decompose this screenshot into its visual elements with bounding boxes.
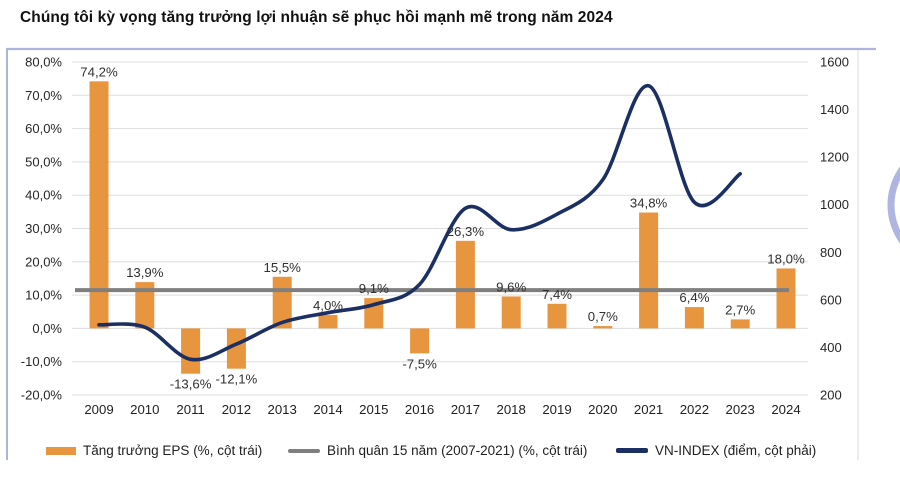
x-axis-year-label: 2011: [176, 402, 204, 417]
x-axis-year-label: 2009: [84, 402, 113, 417]
bar-value-label: 26,3%: [447, 224, 485, 239]
eps-bar-2023: [730, 319, 750, 329]
x-axis-year-label: 2010: [130, 402, 159, 417]
left-axis-tick: 80,0%: [25, 55, 62, 70]
left-axis-tick: 40,0%: [25, 188, 62, 203]
average-line-swatch-icon: [288, 448, 320, 453]
decorative-arc: [887, 166, 900, 244]
x-axis-year-label: 2014: [313, 402, 342, 417]
bar-value-label: 6,4%: [679, 290, 709, 305]
bar-value-label: 4,0%: [313, 298, 343, 313]
x-axis-year-label: 2015: [359, 402, 388, 417]
vnindex-line-swatch-icon: [616, 448, 648, 453]
right-axis-tick: 1400: [820, 102, 849, 117]
bar-value-label: 7,4%: [542, 287, 572, 302]
x-axis-year-label: 2023: [726, 402, 755, 417]
bar-value-label: 18,0%: [767, 251, 805, 266]
bar-value-label: 0,7%: [588, 309, 618, 324]
chart-title: Chúng tôi kỳ vọng tăng trưởng lợi nhuận …: [20, 9, 613, 26]
left-axis-tick: 50,0%: [25, 154, 62, 169]
x-axis-year-label: 2019: [542, 402, 571, 417]
eps-bar-2022: [684, 307, 704, 329]
right-axis-tick: 600: [820, 292, 842, 307]
right-axis-tick: 1200: [820, 150, 849, 165]
right-axis-tick: 1600: [820, 55, 849, 70]
eps-bar-swatch-icon: [46, 446, 76, 455]
x-axis-year-label: 2017: [451, 402, 480, 417]
eps-bar-2016: [410, 328, 430, 354]
bar-value-label: 13,9%: [126, 265, 164, 280]
bar-value-label: 9,1%: [359, 281, 389, 296]
bar-value-label: -13,6%: [170, 377, 212, 392]
left-axis-tick: 10,0%: [25, 288, 62, 303]
x-axis-year-label: 2012: [222, 402, 251, 417]
x-axis-year-label: 2024: [771, 402, 800, 417]
eps-bar-2009: [89, 81, 109, 329]
eps-bar-2024: [776, 268, 796, 329]
left-axis-tick: 30,0%: [25, 221, 62, 236]
eps-bar-2011: [181, 328, 201, 374]
legend-label-average: Bình quân 15 năm (2007-2021) (%, cột trá…: [327, 443, 588, 458]
eps-bar-2012: [226, 328, 246, 369]
legend-item-eps-growth: Tăng trưởng EPS (%, cột trái): [46, 443, 262, 458]
eps-bar-2018: [501, 296, 521, 329]
bar-value-label: 9,6%: [496, 279, 526, 294]
x-axis-year-label: 2016: [405, 402, 434, 417]
right-axis-tick: 400: [820, 340, 842, 355]
left-axis-tick: -10,0%: [21, 354, 63, 369]
right-axis-tick: 200: [820, 388, 842, 403]
x-axis-year-label: 2013: [268, 402, 297, 417]
right-axis-tick: 800: [820, 245, 842, 260]
bar-value-label: -7,5%: [402, 356, 437, 371]
bar-value-label: 15,5%: [263, 260, 301, 275]
left-axis-tick: 20,0%: [25, 254, 62, 269]
x-axis-year-label: 2021: [634, 402, 663, 417]
legend-item-vnindex: VN-INDEX (điểm, cột phải): [616, 443, 816, 458]
legend-label-vnindex: VN-INDEX (điểm, cột phải): [655, 443, 817, 458]
eps-bar-2014: [318, 315, 338, 329]
legend-item-15yr-average: Bình quân 15 năm (2007-2021) (%, cột trá…: [288, 443, 587, 458]
eps-bar-2019: [547, 303, 567, 329]
x-axis-year-label: 2020: [588, 402, 617, 417]
legend-label-eps: Tăng trưởng EPS (%, cột trái): [83, 443, 263, 458]
right-axis-tick: 1000: [820, 197, 849, 212]
x-axis-year-label: 2018: [497, 402, 526, 417]
left-axis-tick: 70,0%: [25, 88, 62, 103]
bar-value-label: 2,7%: [725, 302, 755, 317]
eps-bar-2017: [455, 240, 475, 329]
left-axis-tick: 60,0%: [25, 121, 62, 136]
eps-bar-2010: [135, 282, 155, 329]
x-axis-year-label: 2022: [680, 402, 709, 417]
left-axis-tick: 0,0%: [32, 321, 62, 336]
eps-bar-2021: [639, 212, 659, 329]
bar-value-label: 74,2%: [80, 64, 118, 79]
left-axis-tick: -20,0%: [21, 388, 63, 403]
bar-value-label: -12,1%: [216, 372, 258, 387]
eps-bar-2020: [593, 326, 613, 329]
vnindex-line: [97, 84, 742, 362]
bar-value-label: 34,8%: [630, 196, 668, 211]
